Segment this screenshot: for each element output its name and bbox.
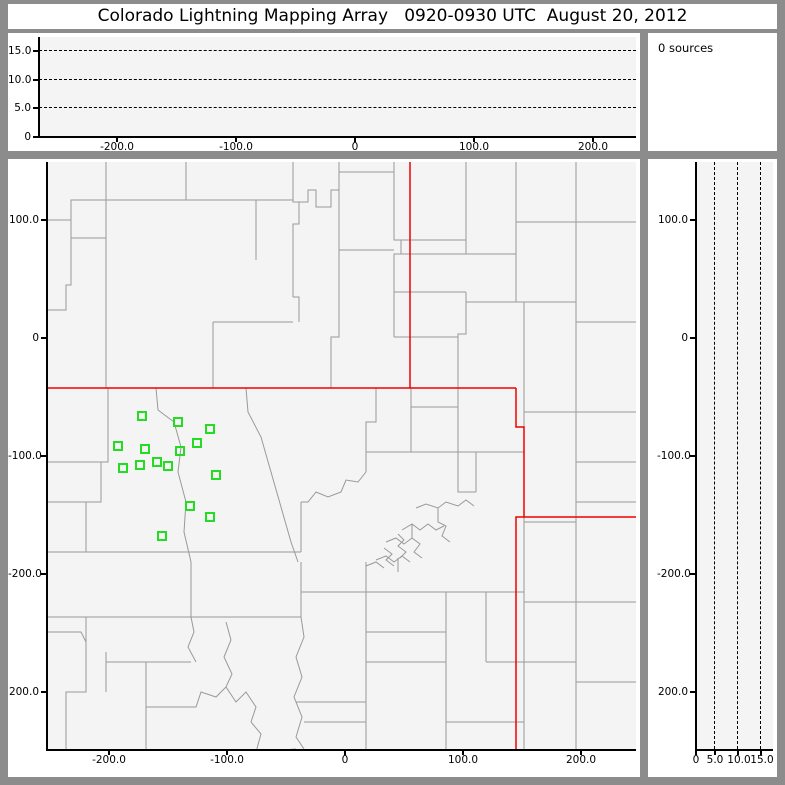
y-tick-label: 100.0 — [8, 214, 39, 226]
gridline-5 — [714, 162, 715, 749]
x-tick-label: 100.0 — [447, 754, 479, 766]
y-tick-label: 15.0 — [8, 45, 32, 57]
x-tickmark — [226, 749, 228, 755]
y-tick-label: -100.0 — [8, 450, 42, 462]
page-title: Colorado Lightning Mapping Array 0920-09… — [97, 6, 688, 26]
x-tick-label: 0 — [351, 141, 359, 153]
lma-source-marker — [163, 461, 173, 471]
lma-source-marker — [173, 417, 183, 427]
x-tickmark — [108, 749, 110, 755]
lma-source-marker — [205, 424, 215, 434]
y-tick-label: 5.0 — [14, 102, 31, 114]
map-plot-area[interactable] — [46, 162, 636, 749]
x-tickmark — [592, 136, 594, 142]
lma-source-marker — [135, 460, 145, 470]
lma-source-marker — [175, 446, 185, 456]
gridline-10 — [737, 162, 738, 749]
y-tick-label: -200.0 — [8, 568, 42, 580]
gridline-5 — [39, 107, 636, 108]
altitude-plot-area — [695, 162, 773, 749]
x-tick-label: 200.0 — [577, 141, 609, 153]
x-tick-label: 5.0 — [706, 754, 724, 766]
title-bar: Colorado Lightning Mapping Array 0920-09… — [8, 4, 777, 29]
lma-source-marker — [157, 531, 167, 541]
lma-source-marker — [152, 457, 162, 467]
x-tick-label: 100.0 — [458, 141, 490, 153]
x-tickmark — [462, 749, 464, 755]
y-tickmark — [690, 691, 696, 693]
lma-source-markers — [113, 411, 221, 541]
altitude-vs-north-panel: 100.0 0 -100.0 -200.0 200.0 0 5.0 10.0 1… — [648, 159, 777, 777]
lma-source-marker — [113, 441, 123, 451]
lma-source-marker — [192, 438, 202, 448]
y-tickmark — [41, 337, 47, 339]
gridline-10 — [39, 79, 636, 80]
y-tickmark-0 — [33, 136, 39, 138]
y-tickmark — [690, 573, 696, 575]
x-tick-label: 15.0 — [750, 754, 774, 766]
x-axis-line — [695, 749, 773, 751]
county-boundaries — [46, 162, 636, 749]
x-tickmark — [116, 136, 118, 142]
y-tickmark — [41, 691, 47, 693]
source-count-panel: 0 sources — [648, 33, 777, 151]
x-tickmark — [760, 749, 762, 755]
lma-source-marker — [185, 501, 195, 511]
x-tickmark — [580, 749, 582, 755]
x-tick-label: 0 — [341, 754, 349, 766]
y-tick-label: 0 — [681, 332, 688, 344]
y-tick-label: 200.0 — [8, 686, 39, 698]
y-tickmark — [690, 337, 696, 339]
lma-source-marker — [211, 470, 221, 480]
x-tickmark — [344, 749, 346, 755]
lma-source-marker — [205, 512, 215, 522]
lma-source-marker — [137, 411, 147, 421]
x-tickmark — [695, 749, 697, 755]
x-tickmark — [737, 749, 739, 755]
y-tickmark — [41, 455, 47, 457]
y-tick-label: 100.0 — [657, 214, 688, 226]
y-tickmark — [690, 219, 696, 221]
y-tickmark-10 — [33, 79, 39, 81]
x-tickmark — [473, 136, 475, 142]
x-tick-label: 10.0 — [727, 754, 751, 766]
y-tick-label: 10.0 — [8, 74, 32, 86]
time-height-panel: 0 5.0 10.0 15.0 -200.0 -100.0 0 100.0 20… — [8, 33, 640, 153]
x-tick-label: 0 — [692, 754, 700, 766]
y-axis-line — [38, 37, 40, 137]
lma-source-marker — [118, 463, 128, 473]
x-tick-label: 200.0 — [565, 754, 597, 766]
gridline-15 — [39, 50, 636, 51]
y-tickmark-5 — [33, 107, 39, 109]
y-tick-label: -200.0 — [657, 568, 691, 580]
plan-view-map-panel: 100.0 0 -100.0 -200.0 200.0 -200.0 -100.… — [8, 159, 640, 777]
x-axis-line — [46, 749, 636, 751]
map-vector-graphics — [46, 162, 636, 749]
source-count-label: 0 sources — [658, 41, 714, 55]
y-tickmark — [41, 219, 47, 221]
x-axis-line — [38, 136, 636, 138]
y-tick-label: 200.0 — [657, 686, 688, 698]
time-height-plot-area — [38, 37, 636, 136]
x-tickmark — [354, 136, 356, 142]
lma-source-marker — [140, 444, 150, 454]
gridline-15 — [760, 162, 761, 749]
x-tickmark — [714, 749, 716, 755]
x-tick-label: -200.0 — [100, 141, 134, 153]
y-tick-label: 0 — [24, 131, 31, 143]
y-tickmark-15 — [33, 50, 39, 52]
x-tick-label: -100.0 — [219, 141, 253, 153]
x-tickmark — [235, 136, 237, 142]
y-tick-label: 0 — [32, 332, 39, 344]
state-boundaries — [46, 162, 636, 749]
y-tickmark — [690, 455, 696, 457]
x-tick-label: -200.0 — [92, 754, 126, 766]
x-tick-label: -100.0 — [210, 754, 244, 766]
y-tick-label: -100.0 — [657, 450, 691, 462]
y-tickmark — [41, 573, 47, 575]
